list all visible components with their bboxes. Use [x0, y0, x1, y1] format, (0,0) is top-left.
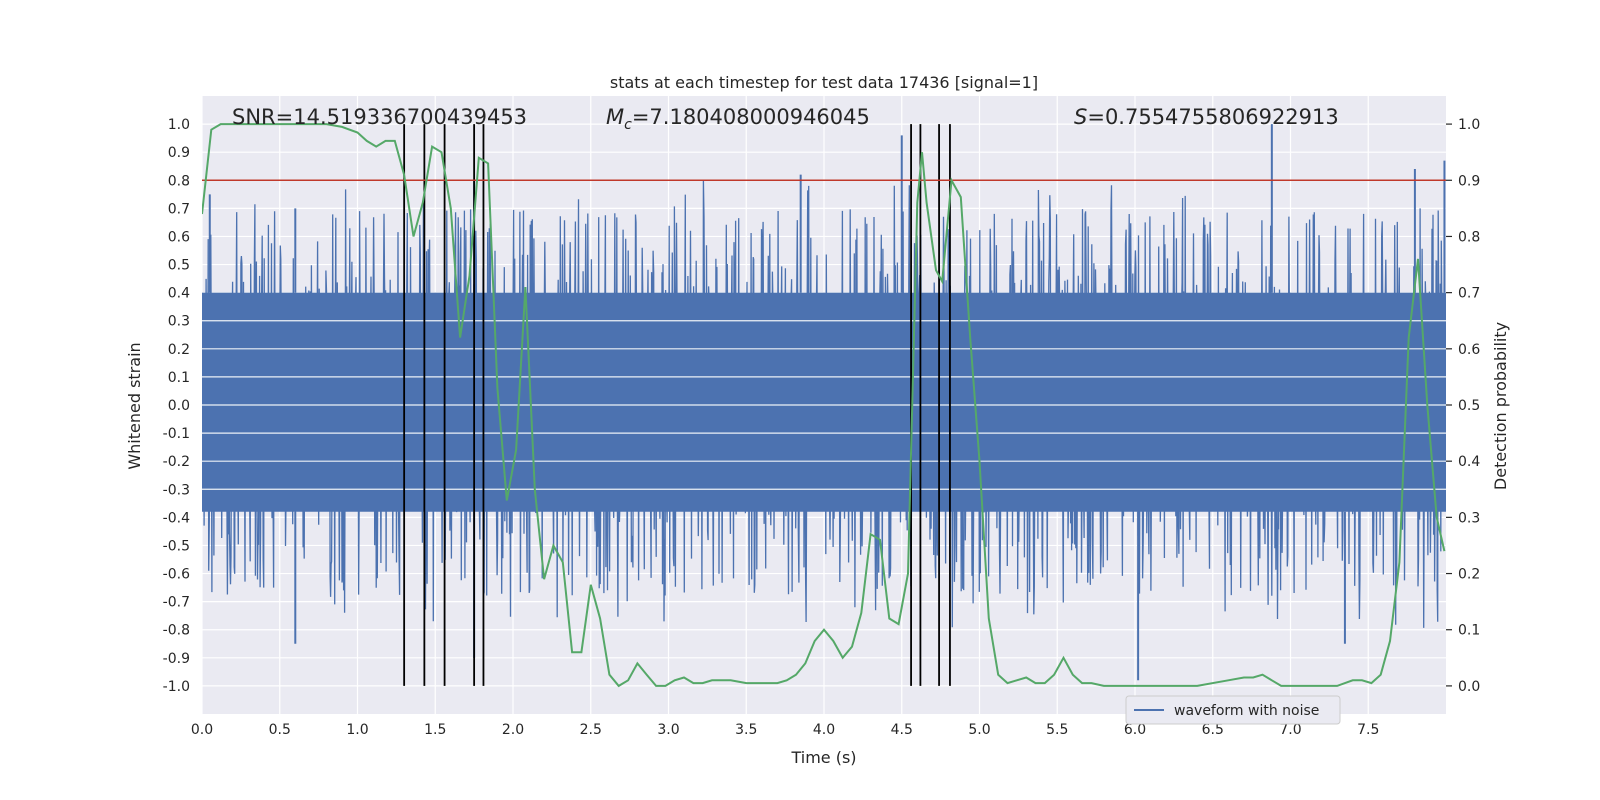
y2-tick-label: 0.1 [1458, 623, 1480, 639]
x-tick-label: 7.5 [1357, 722, 1379, 738]
x-tick-label: 0.0 [191, 722, 213, 738]
y-tick-label: 0.8 [168, 173, 190, 189]
detection-probability-series [202, 123, 1446, 688]
x-tick-label: 4.0 [813, 722, 835, 738]
chirp-mass-value: =7.180408000946045 [632, 105, 870, 129]
chirp-mass-annotation: Mc=7.180408000946045 [606, 105, 870, 133]
x-axis-ticks: 0.0 0.5 1.0 1.5 2.0 2.5 3.0 3.5 4.0 4.5 5.0 5.5 6.0 6… [191, 722, 1380, 738]
vertical-markers [403, 124, 951, 686]
chirp-mass-symbol: M [606, 105, 624, 129]
y2-tick-label: 0.0 [1458, 679, 1480, 695]
y-tick-label: 0.5 [168, 258, 190, 274]
waveform-dense-band [202, 292, 1446, 512]
y2-tick-label: 0.6 [1458, 342, 1480, 358]
y-axis-label: Whitened strain [125, 342, 144, 469]
y-tick-label: 0.2 [168, 342, 190, 358]
x-tick-label: 5.0 [968, 722, 990, 738]
s-value: =0.7554755806922913 [1087, 105, 1338, 129]
s-annotation: S=0.7554755806922913 [1074, 105, 1339, 129]
y-tick-label: 0.1 [168, 370, 190, 386]
s-symbol: S [1074, 105, 1087, 129]
y2-axis-label: Detection probability [1491, 322, 1510, 490]
chart-title: stats at each timestep for test data 174… [610, 73, 1038, 92]
y2-tick-label: 0.7 [1458, 286, 1480, 302]
y2-tick-label: 0.8 [1458, 229, 1480, 245]
snr-annotation: SNR=14.519336700439453 [232, 105, 527, 129]
y-tick-label: -0.1 [163, 426, 190, 442]
chirp-mass-subscript: c [624, 117, 632, 133]
x-tick-label: 3.0 [657, 722, 679, 738]
x-tick-label: 6.0 [1124, 722, 1146, 738]
y-tick-label: 0.6 [168, 229, 190, 245]
legend-entry-waveform: waveform with noise [1174, 703, 1319, 719]
x-tick-label: 1.5 [424, 722, 446, 738]
x-tick-label: 3.5 [735, 722, 757, 738]
x-tick-label: 4.5 [891, 722, 913, 738]
x-tick-label: 7.0 [1279, 722, 1301, 738]
y2-tick-label: 0.9 [1458, 173, 1480, 189]
y2-tick-label: 0.2 [1458, 567, 1480, 583]
y2-tick-label: 1.0 [1458, 117, 1480, 133]
x-tick-label: 0.5 [269, 722, 291, 738]
x-tick-label: 2.0 [502, 722, 524, 738]
y-axis-ticks: 1.0 0.9 0.8 0.7 0.6 0.5 0.4 0.3 0.2 0.1 0.0 -0.1 -0.… [163, 117, 190, 695]
y-tick-label: -0.2 [163, 454, 190, 470]
x-tick-label: 5.5 [1046, 722, 1068, 738]
legend-box [1125, 695, 1341, 725]
y-tick-label: -0.3 [163, 482, 190, 498]
y-tick-label: -0.7 [163, 595, 190, 611]
x-tick-label: 2.5 [580, 722, 602, 738]
y-tick-label: 0.9 [168, 145, 190, 161]
y2-tick-label: 0.4 [1458, 454, 1480, 470]
x-axis-label: Time (s) [790, 748, 856, 767]
y-tick-label: -0.5 [163, 538, 190, 554]
y-tick-label: 0.0 [168, 398, 190, 414]
detection-probability-line [202, 123, 1446, 688]
y2-tick-label: 0.5 [1458, 398, 1480, 414]
x-tick-label: 6.5 [1202, 722, 1224, 738]
waveform-series [202, 124, 1446, 681]
y-tick-label: -1.0 [163, 679, 190, 695]
legend: waveform with noise [1125, 695, 1341, 725]
x-tick-label: 1.0 [346, 722, 368, 738]
y-tick-label: 0.7 [168, 201, 190, 217]
y-tick-label: -0.4 [163, 510, 190, 526]
y2-axis-ticks: 1.0 0.9 0.8 0.7 0.6 0.5 0.4 0.3 0.2 0.1 0.0 [1446, 117, 1480, 695]
y2-tick-label: 0.3 [1458, 510, 1480, 526]
y-tick-label: 0.3 [168, 314, 190, 330]
y-tick-label: -0.6 [163, 567, 190, 583]
y-tick-label: -0.8 [163, 623, 190, 639]
y-tick-label: -0.9 [163, 651, 190, 667]
y-tick-label: 0.4 [168, 286, 190, 302]
y-tick-label: 1.0 [168, 117, 190, 133]
